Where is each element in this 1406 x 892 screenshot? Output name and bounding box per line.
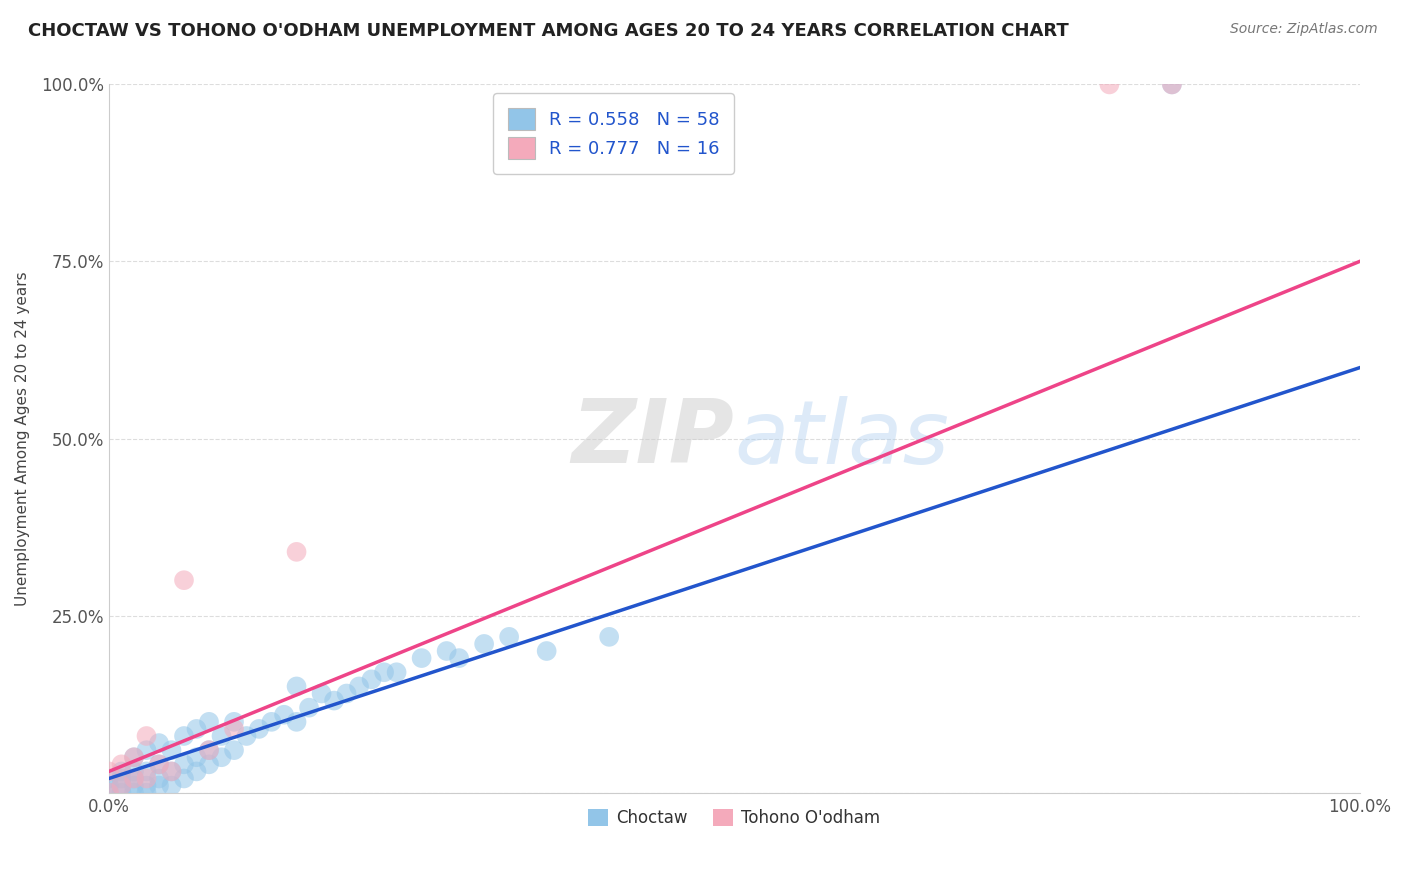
Point — [148, 757, 170, 772]
Point — [122, 772, 145, 786]
Point — [148, 736, 170, 750]
Point — [135, 764, 157, 779]
Point — [186, 722, 208, 736]
Point — [122, 779, 145, 793]
Point — [122, 750, 145, 764]
Point — [135, 743, 157, 757]
Point — [98, 764, 121, 779]
Point — [135, 786, 157, 800]
Point — [160, 779, 183, 793]
Point — [110, 764, 132, 779]
Point — [498, 630, 520, 644]
Point — [222, 743, 245, 757]
Point — [173, 772, 195, 786]
Point — [536, 644, 558, 658]
Point — [222, 722, 245, 736]
Point — [173, 757, 195, 772]
Point — [186, 750, 208, 764]
Point — [373, 665, 395, 680]
Point — [110, 772, 132, 786]
Point — [186, 764, 208, 779]
Point — [98, 786, 121, 800]
Point — [148, 779, 170, 793]
Point — [360, 673, 382, 687]
Point — [1098, 78, 1121, 92]
Point — [122, 772, 145, 786]
Text: atlas: atlas — [734, 395, 949, 482]
Point — [222, 714, 245, 729]
Point — [347, 680, 370, 694]
Point — [198, 743, 221, 757]
Point — [135, 772, 157, 786]
Point — [211, 729, 233, 743]
Point — [385, 665, 408, 680]
Point — [98, 786, 121, 800]
Point — [1161, 78, 1184, 92]
Point — [122, 786, 145, 800]
Point — [311, 686, 333, 700]
Point — [110, 779, 132, 793]
Point — [335, 686, 357, 700]
Point — [135, 729, 157, 743]
Point — [285, 714, 308, 729]
Point — [173, 729, 195, 743]
Point — [122, 750, 145, 764]
Point — [98, 772, 121, 786]
Point — [211, 750, 233, 764]
Point — [235, 729, 257, 743]
Point — [449, 651, 471, 665]
Point — [148, 757, 170, 772]
Point — [160, 743, 183, 757]
Legend: Choctaw, Tohono O'odham: Choctaw, Tohono O'odham — [582, 803, 887, 834]
Point — [1161, 78, 1184, 92]
Point — [472, 637, 495, 651]
Point — [173, 573, 195, 587]
Point — [98, 779, 121, 793]
Point — [110, 786, 132, 800]
Point — [160, 764, 183, 779]
Point — [323, 693, 346, 707]
Point — [110, 757, 132, 772]
Point — [285, 545, 308, 559]
Text: Source: ZipAtlas.com: Source: ZipAtlas.com — [1230, 22, 1378, 37]
Point — [160, 764, 183, 779]
Point — [148, 772, 170, 786]
Point — [198, 714, 221, 729]
Point — [198, 743, 221, 757]
Point — [285, 680, 308, 694]
Point — [273, 707, 295, 722]
Point — [436, 644, 458, 658]
Point — [135, 779, 157, 793]
Text: CHOCTAW VS TOHONO O'ODHAM UNEMPLOYMENT AMONG AGES 20 TO 24 YEARS CORRELATION CHA: CHOCTAW VS TOHONO O'ODHAM UNEMPLOYMENT A… — [28, 22, 1069, 40]
Point — [247, 722, 270, 736]
Point — [411, 651, 433, 665]
Point — [122, 764, 145, 779]
Y-axis label: Unemployment Among Ages 20 to 24 years: Unemployment Among Ages 20 to 24 years — [15, 271, 30, 606]
Point — [260, 714, 283, 729]
Point — [298, 700, 321, 714]
Point — [598, 630, 620, 644]
Text: ZIP: ZIP — [571, 395, 734, 482]
Point — [198, 757, 221, 772]
Point — [110, 779, 132, 793]
